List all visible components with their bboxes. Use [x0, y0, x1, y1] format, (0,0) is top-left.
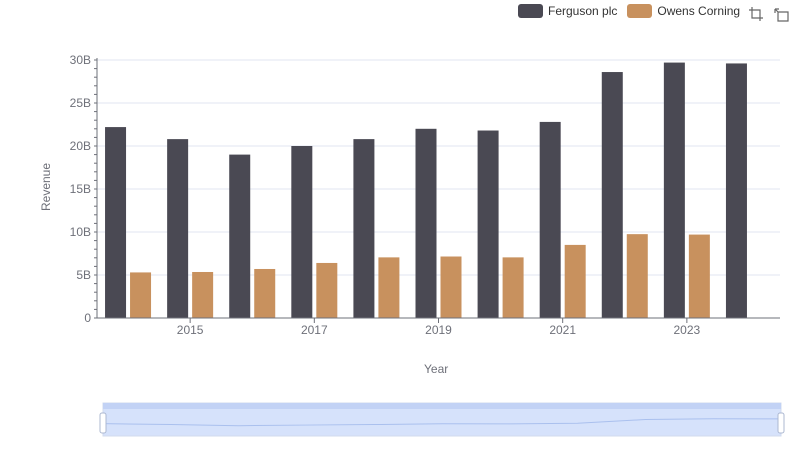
- bar: [254, 268, 276, 318]
- x-axis-title: Year: [424, 362, 449, 376]
- legend-swatch: [518, 4, 543, 18]
- y-tick-label: 20B: [70, 139, 91, 153]
- x-tick-label: 2017: [301, 323, 328, 337]
- bar: [539, 121, 561, 318]
- x-tick-label: 2021: [549, 323, 576, 337]
- legend-item-ferguson[interactable]: Ferguson plc: [518, 4, 617, 18]
- x-tick-label: 2019: [425, 323, 452, 337]
- bar: [415, 128, 437, 318]
- bars: [105, 62, 747, 318]
- y-tick-label: 10B: [70, 225, 91, 239]
- datazoom-slider: [99, 402, 785, 437]
- x-tick-label: 2015: [177, 323, 204, 337]
- legend-label: Ferguson plc: [548, 4, 618, 18]
- bar: [440, 256, 462, 318]
- bar: [130, 272, 152, 318]
- bar: [601, 72, 623, 318]
- bar: [626, 234, 648, 318]
- legend-swatch: [627, 4, 653, 18]
- axes: [94, 58, 780, 323]
- bar: [192, 271, 214, 318]
- bar: [663, 62, 685, 318]
- bar: [353, 139, 375, 318]
- zoom-select-icon[interactable]: [748, 6, 764, 22]
- bar: [725, 63, 747, 318]
- bar: [229, 154, 251, 318]
- zoom-reset-icon[interactable]: [774, 6, 790, 22]
- y-tick-label: 0: [84, 311, 91, 325]
- legend-item-owens-corning[interactable]: Owens Corning: [627, 4, 740, 18]
- bar: [378, 257, 400, 318]
- tick-labels: 0 5B 10B 15B 20B 25B 30B 2015 2017 2019 2021 2023: [70, 53, 701, 337]
- y-axis-title: Revenue: [39, 162, 54, 212]
- x-tick-label: 2023: [674, 323, 701, 337]
- y-tick-label: 25B: [70, 96, 91, 110]
- toolbox: [748, 6, 790, 22]
- bar: [564, 244, 586, 318]
- slider-preview-line: [102, 418, 782, 427]
- bar: [502, 257, 524, 318]
- slider-top-bar: [103, 403, 781, 409]
- slider-handle-left[interactable]: [99, 412, 107, 434]
- bar: [477, 130, 499, 318]
- bar: [105, 127, 127, 318]
- bar: [688, 234, 710, 318]
- bar: [291, 146, 313, 318]
- legend: Ferguson plc Owens Corning: [518, 4, 750, 18]
- y-tick-label: 5B: [76, 268, 91, 282]
- legend-label: Owens Corning: [657, 4, 741, 18]
- slider-handle-right[interactable]: [777, 412, 785, 434]
- y-tick-label: 30B: [70, 53, 91, 67]
- bar: [316, 262, 338, 318]
- y-tick-label: 15B: [70, 182, 91, 196]
- bar: [167, 139, 189, 318]
